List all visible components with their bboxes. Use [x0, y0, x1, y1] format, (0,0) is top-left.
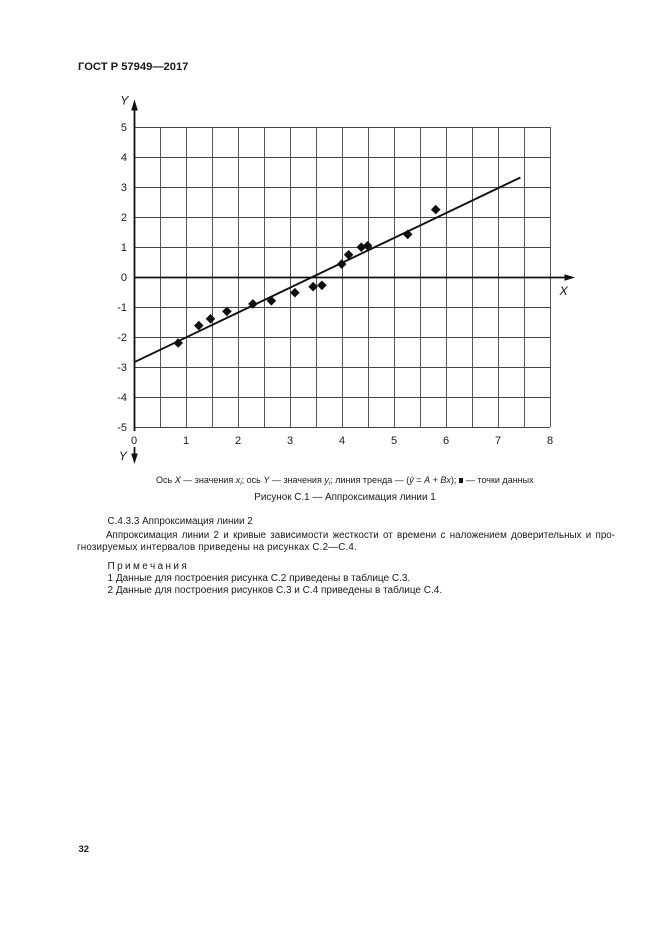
svg-text:4: 4 [339, 435, 345, 447]
svg-text:0: 0 [121, 272, 127, 284]
svg-text:0: 0 [131, 435, 137, 447]
svg-text:2: 2 [235, 435, 241, 447]
svg-text:3: 3 [287, 435, 293, 447]
svg-text:1: 1 [121, 242, 127, 254]
svg-text:4: 4 [121, 152, 127, 164]
svg-text:Y: Y [119, 449, 128, 463]
svg-text:8: 8 [547, 435, 553, 447]
svg-text:2: 2 [121, 212, 127, 224]
svg-text:Y: Y [120, 93, 129, 107]
svg-text:X: X [559, 284, 569, 298]
svg-text:6: 6 [443, 435, 449, 447]
svg-text:-1: -1 [117, 302, 127, 314]
svg-text:1: 1 [183, 435, 189, 447]
svg-text:5: 5 [391, 435, 397, 447]
svg-text:3: 3 [121, 182, 127, 194]
svg-text:7: 7 [495, 435, 501, 447]
svg-text:-4: -4 [117, 392, 127, 404]
svg-text:-5: -5 [117, 422, 127, 434]
svg-text:5: 5 [121, 122, 127, 134]
svg-text:-3: -3 [117, 362, 127, 374]
svg-text:-2: -2 [117, 332, 127, 344]
